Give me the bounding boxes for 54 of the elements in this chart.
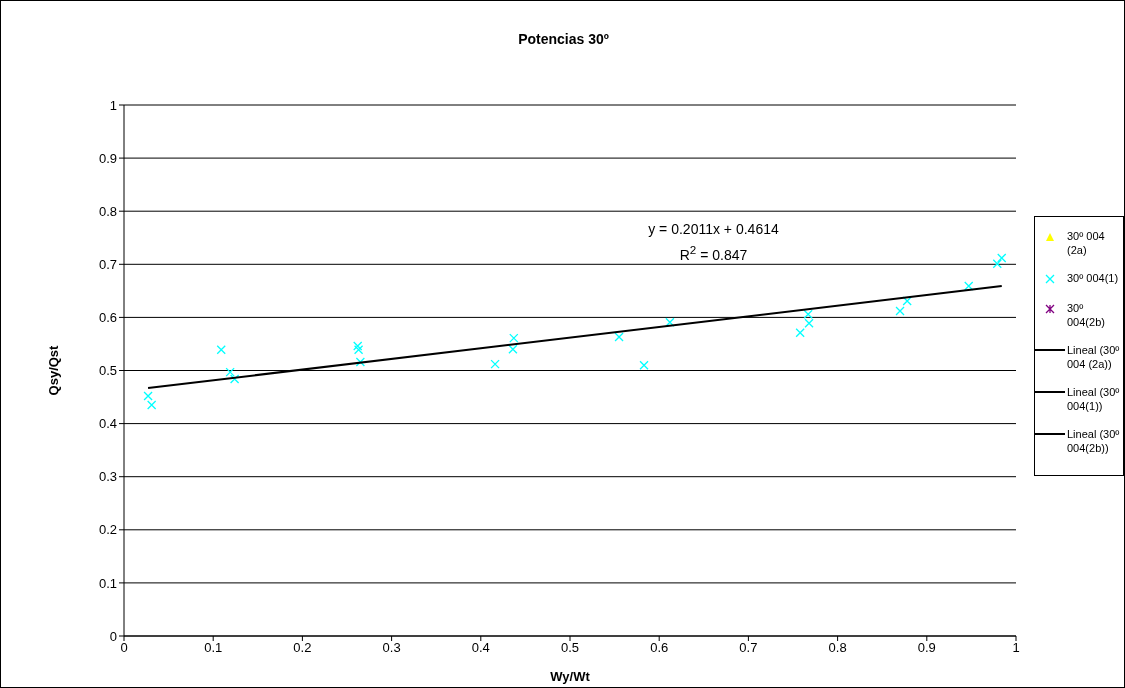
x-tick-label: 0.7 — [739, 640, 758, 656]
x-tick-label: 0.8 — [828, 640, 847, 656]
legend-label: 30º 004(1) — [1067, 271, 1119, 285]
y-tick-label: 0.3 — [98, 469, 117, 485]
y-tick-label: 1 — [109, 97, 117, 113]
x-tick-label: 0 — [120, 640, 128, 656]
point — [795, 328, 805, 338]
point — [147, 400, 157, 410]
point — [229, 374, 240, 384]
y-tick-label: 0.9 — [98, 150, 117, 166]
point — [490, 359, 500, 369]
point — [216, 345, 226, 355]
point — [355, 357, 366, 367]
point — [614, 332, 624, 342]
point — [353, 345, 364, 355]
point — [992, 259, 1002, 269]
legend-label: Lineal (30º 004 (2a)) — [1067, 343, 1121, 371]
x-tick-label: 0.4 — [471, 640, 490, 656]
point — [508, 344, 518, 354]
point — [804, 318, 814, 328]
x-tick-label: 1 — [1012, 640, 1020, 656]
x-tick-label: 0.6 — [650, 640, 669, 656]
point — [509, 333, 519, 343]
legend-label: 30º 004(2b) — [1067, 301, 1106, 329]
point — [353, 341, 363, 351]
y-tick-label: 0.4 — [98, 416, 117, 432]
annotation: y = 0.2011x + 0.4614 — [647, 221, 780, 237]
legend-label: Lineal (30º 004(1)) — [1067, 385, 1121, 413]
y-tick-label: 0.5 — [98, 363, 117, 379]
y-tick-label: 0.1 — [98, 575, 117, 591]
legend-label: Lineal (30º 004(2b)) — [1067, 427, 1121, 455]
y-tick-label: 0 — [109, 628, 117, 644]
y-tick-label: 0.6 — [98, 310, 117, 326]
y-axis-title: Qsy/Qst — [45, 344, 61, 396]
x-tick-label: 0.5 — [560, 640, 580, 656]
point — [143, 391, 153, 401]
y-tick-label: 0.7 — [98, 256, 117, 272]
x-tick-label: 0.1 — [204, 640, 223, 656]
x-tick-label: 0.2 — [293, 640, 312, 656]
point — [225, 367, 235, 377]
point — [895, 306, 905, 316]
legend-label: 30º 004 (2a) — [1067, 229, 1106, 257]
point — [997, 253, 1007, 263]
annotation: R$^{2}$ = 0.847 — [678, 243, 749, 263]
x-tick-label: 0.3 — [382, 640, 401, 656]
x-tick-label: 0.9 — [917, 640, 936, 656]
point — [803, 309, 813, 319]
point — [665, 317, 675, 327]
x-axis-title: Wy/Wt — [550, 669, 591, 684]
point — [639, 360, 649, 370]
point — [964, 281, 974, 291]
y-tick-label: 0.8 — [98, 203, 117, 219]
y-tick-label: 0.2 — [98, 522, 117, 538]
chart-title: Potencias 30º — [517, 31, 610, 47]
